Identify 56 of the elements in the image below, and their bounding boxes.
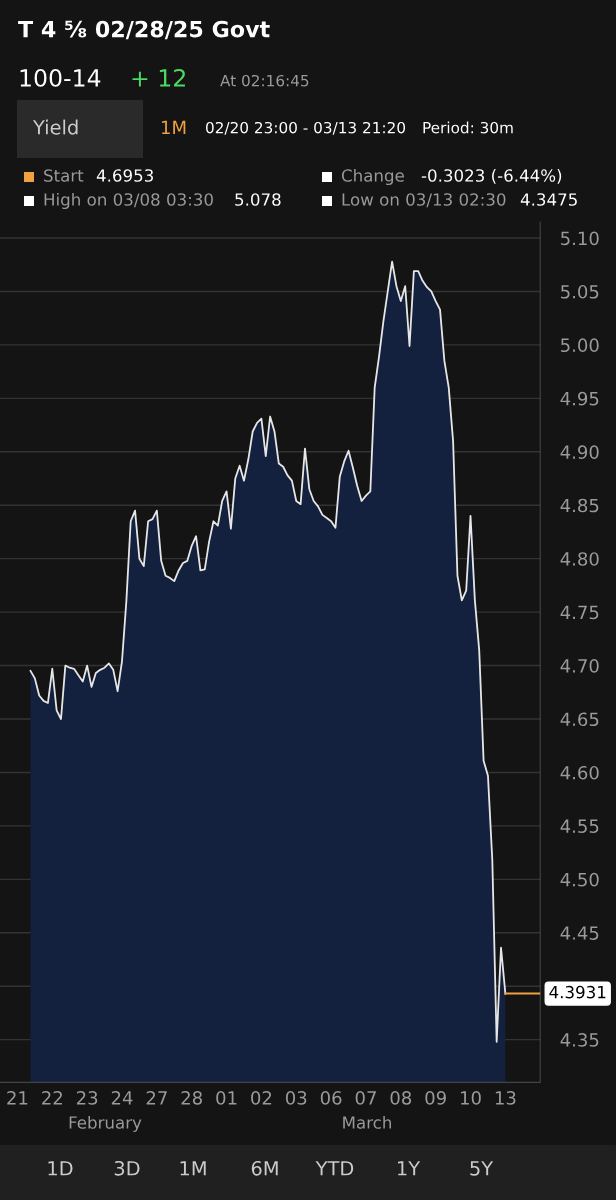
y-tick-label: 4.90 (560, 445, 599, 459)
x-tick-label: 06 (320, 1091, 342, 1105)
y-tick-label: 4.60 (560, 765, 599, 780)
text: Period: 30m (423, 121, 513, 134)
text: 4.3475 (520, 193, 577, 206)
y-tick-label: 5.10 (561, 231, 599, 246)
x-tick-label: 03 (285, 1091, 307, 1105)
text: + 12 (132, 68, 185, 87)
text: 6M (251, 1160, 278, 1176)
text: Yield (32, 119, 78, 135)
y-tick-label: 4.80 (560, 552, 599, 566)
y-tick-label: 4.70 (560, 659, 599, 673)
text: At 02:16:45 (220, 74, 309, 87)
text: March (343, 1115, 391, 1129)
y-tick-label: 4.45 (560, 926, 599, 940)
y-tick-label: 4.35 (560, 1033, 599, 1047)
x-tick-label: 10 (461, 1091, 481, 1105)
text: 1D (48, 1161, 73, 1176)
text: Start (44, 169, 84, 182)
text: 5.078 (235, 193, 281, 206)
chart-title: T 4 ⅝ 02/28/25 Govt (18, 20, 270, 40)
text: YTD (315, 1161, 354, 1176)
x-tick-label: 07 (355, 1091, 376, 1105)
x-tick-label: 21 (7, 1091, 28, 1105)
text: -0.3023 (-6.44%) (421, 168, 562, 184)
y-tick-label: 5.05 (561, 284, 599, 299)
y-tick-label: 4.75 (560, 605, 599, 620)
text: 02/20 23:00 - 03/13 21:20 (206, 121, 406, 135)
y-tick-label: 4.85 (560, 498, 599, 513)
text: February (69, 1115, 142, 1133)
text: 1Y (398, 1161, 421, 1176)
x-tick-label: 08 (390, 1091, 412, 1105)
text: High on 03/08 03:30 (44, 192, 213, 210)
y-tick-label: 4.65 (560, 712, 599, 727)
text: Low on 03/13 02:30 (342, 193, 506, 208)
text: 1M (161, 120, 186, 134)
y-tick-label: 4.50 (560, 872, 599, 887)
x-tick-label: 13 (495, 1091, 516, 1105)
text: 1M (180, 1161, 206, 1176)
x-tick-label: 09 (425, 1091, 446, 1105)
y-tick-label: 4.55 (560, 819, 599, 833)
text: 4.6953 (96, 169, 153, 182)
y-tick-label: 4.95 (560, 391, 599, 406)
x-tick-label: 23 (76, 1091, 98, 1105)
x-tick-label: 01 (216, 1091, 237, 1105)
text: 3D (114, 1160, 140, 1176)
x-tick-label: 02 (251, 1091, 272, 1105)
x-tick-label: 28 (181, 1091, 202, 1105)
y-tick-label: 5.00 (561, 338, 599, 353)
x-tick-label: 27 (146, 1091, 167, 1105)
text: Change (341, 168, 404, 186)
ref-line-label: 4.3931 (549, 985, 606, 999)
text: 5Y (470, 1161, 494, 1176)
x-tick-label: 24 (111, 1091, 133, 1105)
x-tick-label: 22 (42, 1091, 62, 1105)
text: 100-14 (20, 68, 101, 87)
